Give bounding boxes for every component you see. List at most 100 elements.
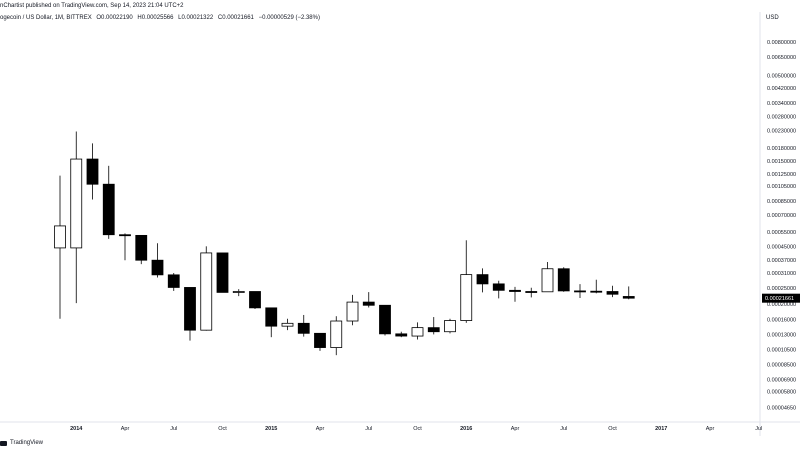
- candle-body: [297, 322, 310, 334]
- candle[interactable]: [509, 286, 521, 302]
- time-tick-label: Oct: [413, 426, 422, 432]
- candle[interactable]: [557, 267, 570, 292]
- candle[interactable]: [476, 268, 489, 293]
- candle[interactable]: [330, 316, 343, 356]
- candle[interactable]: [346, 294, 359, 326]
- candle[interactable]: [622, 286, 635, 300]
- candle[interactable]: [249, 291, 261, 309]
- legend-symbol: ogecoin / US Dollar, 1M, BITTREX: [0, 15, 92, 21]
- candle[interactable]: [590, 279, 603, 294]
- price-tick-label: 0.00013000: [767, 332, 796, 338]
- candle-body: [216, 252, 229, 293]
- footer: TradingView: [0, 436, 800, 450]
- candle[interactable]: [200, 246, 213, 331]
- price-tick-label: 0.00650000: [767, 55, 796, 61]
- price-tick-label: 0.00020000: [767, 302, 796, 308]
- time-tick-label: Apr: [706, 426, 715, 432]
- candle[interactable]: [54, 175, 66, 319]
- candle-body: [167, 274, 180, 288]
- candle[interactable]: [427, 317, 440, 335]
- price-tick-label: 0.00340000: [767, 101, 796, 107]
- candle-body: [622, 296, 635, 299]
- candle-body: [590, 290, 603, 293]
- candle[interactable]: [492, 280, 505, 299]
- candle[interactable]: [411, 322, 424, 340]
- candle-body: [411, 327, 424, 337]
- candle[interactable]: [102, 165, 115, 239]
- candle[interactable]: [86, 143, 99, 200]
- candle-body: [265, 307, 278, 327]
- publisher-text: nChartist published on TradingView.com, …: [0, 3, 184, 9]
- time-tick-label: Oct: [608, 426, 617, 432]
- footer-brand: TradingView: [10, 440, 44, 446]
- candle[interactable]: [606, 285, 619, 298]
- candle[interactable]: [379, 304, 391, 336]
- candle[interactable]: [216, 252, 229, 293]
- time-axis[interactable]: 2014 Apr Jul Oct 2015 Apr Jul Oct 2016 Apr Jul Oct 2…: [70, 426, 762, 432]
- price-tick-label: 0.00045000: [767, 244, 796, 250]
- candle[interactable]: [167, 272, 180, 291]
- candle[interactable]: [541, 261, 554, 293]
- price-axis[interactable]: 0.00800000 0.00650000 0.00500000 0.00420000…: [767, 40, 796, 411]
- candle-body: [492, 283, 505, 291]
- time-tick-label: 2017: [655, 426, 667, 432]
- price-tick-label: 0.00420000: [767, 86, 796, 92]
- time-tick-label: 2016: [460, 426, 472, 432]
- time-tick-label: Apr: [316, 426, 325, 432]
- candle[interactable]: [574, 284, 586, 299]
- time-tick-label: 2015: [265, 426, 277, 432]
- candle-body: [200, 252, 213, 331]
- candle[interactable]: [265, 307, 278, 338]
- time-tick-label: 2014: [70, 426, 83, 432]
- candle[interactable]: [444, 318, 456, 334]
- price-tick-label: 0.00008500: [767, 363, 796, 369]
- candle[interactable]: [119, 233, 131, 261]
- candle-body: [232, 291, 245, 293]
- last-price-tag-bg: [762, 293, 800, 303]
- candle[interactable]: [525, 287, 538, 298]
- price-tick-label: 0.00105000: [767, 184, 796, 190]
- candle-body: [509, 289, 521, 292]
- candle[interactable]: [135, 234, 148, 265]
- publisher-header: nChartist published on TradingView.com, …: [0, 0, 800, 12]
- price-tick-label: 0.00085000: [767, 199, 796, 205]
- legend-close: C0.00021661: [217, 15, 254, 21]
- time-tick-label: Apr: [121, 426, 130, 432]
- candle-body: [70, 158, 83, 249]
- candle-body: [395, 333, 408, 337]
- candle-body: [541, 268, 554, 293]
- candle[interactable]: [184, 287, 196, 341]
- price-tick-label: 0.00125000: [767, 172, 796, 178]
- candle[interactable]: [395, 331, 408, 338]
- candle-body: [102, 183, 115, 236]
- candle[interactable]: [297, 314, 310, 337]
- time-tick-label: Oct: [218, 426, 227, 432]
- candle[interactable]: [281, 318, 294, 331]
- candle-body: [119, 234, 131, 237]
- candle[interactable]: [314, 332, 326, 351]
- candle-body: [86, 158, 99, 185]
- tradingview-logo-icon: [0, 440, 7, 446]
- time-tick-label: Jul: [755, 426, 762, 432]
- candle[interactable]: [362, 292, 375, 308]
- candle[interactable]: [232, 289, 245, 297]
- price-tick-label: 0.00150000: [767, 159, 796, 165]
- price-tick-label: 0.00500000: [767, 74, 796, 80]
- price-tick-label: 0.00010500: [767, 348, 796, 354]
- legend-change: −0.00000529 (−2.38%): [258, 15, 320, 21]
- candle-body: [249, 291, 261, 309]
- price-tick-label: 0.00180000: [767, 146, 796, 152]
- candle-body: [184, 287, 196, 331]
- price-tick-label: 0.00031000: [767, 271, 796, 277]
- candle-body: [476, 274, 489, 285]
- candle[interactable]: [70, 131, 83, 304]
- candle[interactable]: [151, 243, 164, 278]
- candlestick-chart[interactable]: 0.00800000 0.00650000 0.00500000 0.00420000…: [0, 0, 800, 436]
- time-tick-label: Jul: [170, 426, 177, 432]
- candle-body: [362, 301, 375, 306]
- candle-body: [444, 320, 456, 333]
- candle-body: [330, 320, 343, 348]
- price-tick-label: 0.00006900: [767, 377, 796, 383]
- currency-label: USD: [766, 15, 779, 21]
- candle[interactable]: [460, 240, 473, 323]
